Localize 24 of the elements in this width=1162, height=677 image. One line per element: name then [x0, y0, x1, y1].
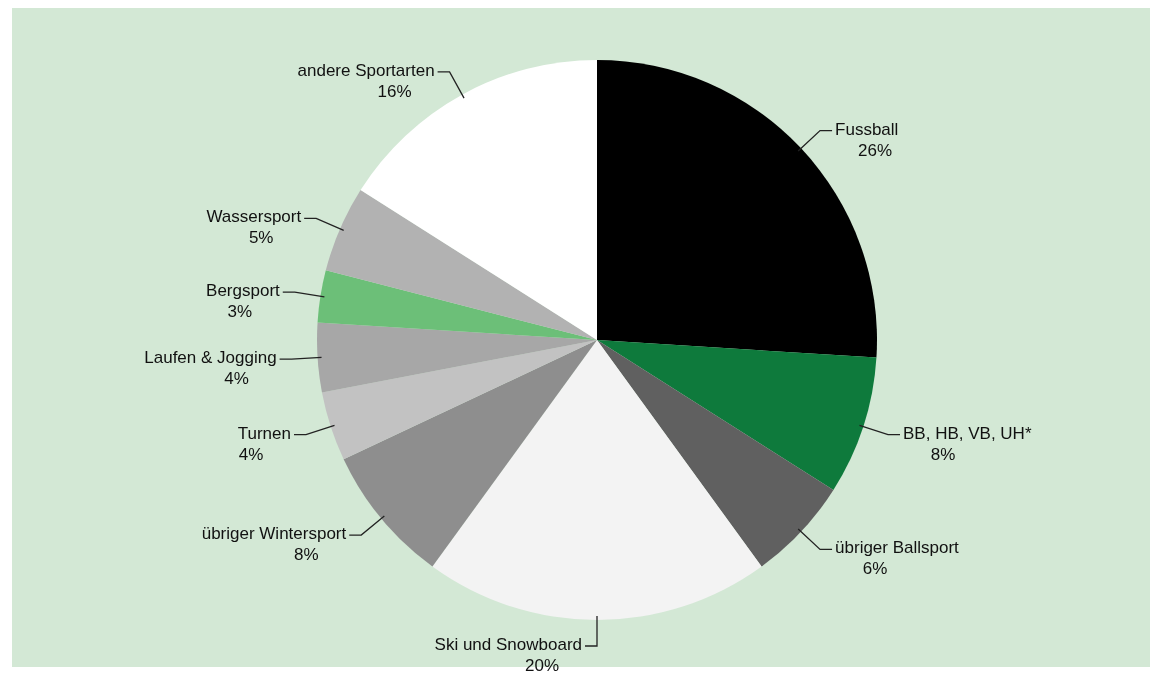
- slice-label: BB, HB, VB, UH*: [903, 423, 1032, 443]
- data-label: 26%: [858, 140, 893, 160]
- data-label: 5%: [248, 228, 274, 248]
- pie-slice: [597, 340, 834, 567]
- data-label: 6%: [862, 559, 888, 579]
- slice-label: Fussball: [835, 119, 899, 139]
- slice-label: andere Sportarten: [297, 60, 435, 80]
- data-label: 3%: [227, 302, 253, 322]
- slice-label: Laufen & Jogging: [144, 348, 277, 368]
- slice-label: übriger Ballsport: [835, 538, 960, 558]
- pie-slice: [597, 340, 877, 491]
- data-label: 4%: [238, 444, 264, 464]
- data-label: 8%: [930, 444, 956, 464]
- pie-slice: [317, 270, 597, 340]
- slice-label: übriger Wintersport: [201, 524, 347, 544]
- slice-label: Ski und Snowboard: [434, 635, 582, 654]
- slice-label: Turnen: [237, 423, 291, 443]
- data-label: 16%: [377, 81, 412, 101]
- slice-label: Wassersport: [206, 207, 302, 227]
- pie-slice: [321, 340, 597, 460]
- data-label: 8%: [293, 545, 319, 565]
- slice-label: Bergsport: [206, 281, 281, 301]
- data-label: 4%: [224, 369, 249, 389]
- data-label: 20%: [524, 656, 560, 675]
